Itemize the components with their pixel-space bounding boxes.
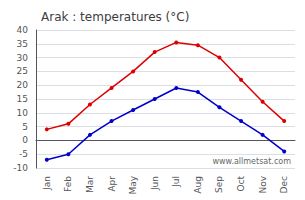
svg-text:Jun: Jun bbox=[150, 176, 160, 191]
svg-text:35: 35 bbox=[17, 39, 28, 49]
svg-text:www.allmetsat.com: www.allmetsat.com bbox=[213, 157, 292, 166]
svg-text:15: 15 bbox=[17, 94, 28, 104]
svg-text:30: 30 bbox=[17, 53, 29, 63]
svg-text:Nov: Nov bbox=[258, 175, 268, 193]
svg-text:Oct: Oct bbox=[236, 176, 246, 192]
svg-text:25: 25 bbox=[17, 66, 28, 76]
svg-text:May: May bbox=[128, 175, 138, 194]
svg-text:10: 10 bbox=[17, 108, 29, 118]
svg-text:Jan: Jan bbox=[42, 176, 52, 191]
svg-text:5: 5 bbox=[22, 122, 28, 132]
svg-text:Feb: Feb bbox=[63, 176, 73, 192]
svg-text:Aug: Aug bbox=[193, 176, 203, 194]
svg-text:-10: -10 bbox=[13, 163, 28, 173]
svg-text:Apr: Apr bbox=[107, 176, 117, 192]
svg-text:Sep: Sep bbox=[214, 176, 224, 193]
svg-text:-5: -5 bbox=[19, 149, 28, 159]
svg-text:Mar: Mar bbox=[85, 176, 95, 193]
svg-text:Dec: Dec bbox=[279, 176, 289, 193]
svg-text:40: 40 bbox=[17, 25, 29, 35]
svg-text:0: 0 bbox=[22, 135, 28, 145]
svg-text:Jul: Jul bbox=[171, 176, 181, 188]
svg-text:Arak : temperatures (°C): Arak : temperatures (°C) bbox=[41, 10, 189, 24]
svg-text:20: 20 bbox=[17, 80, 29, 90]
